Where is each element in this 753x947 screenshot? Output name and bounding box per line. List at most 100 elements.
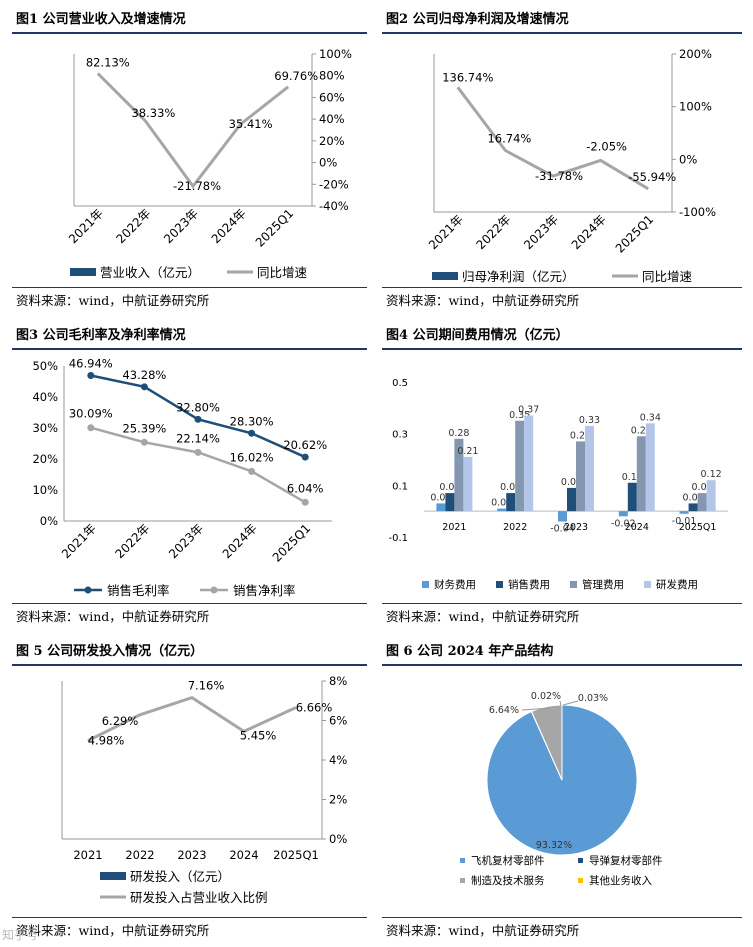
pie-slice	[530, 704, 563, 781]
data-label: 6.04%	[287, 481, 324, 495]
y-tick-label-left: 0.00	[42, 34, 68, 37]
data-label: 0.35	[509, 410, 530, 421]
y-tick-label-left: 1.40	[402, 34, 428, 37]
y-tick-label-right: 20%	[319, 134, 345, 148]
data-label: 93.32%	[536, 840, 572, 851]
y-tick-label-right: 4%	[329, 753, 347, 767]
y-tick-label-right: 100%	[679, 100, 712, 114]
rd-chart: 0.000.100.200.300.40 0% 2% 4% 6% 8% 4.98% 6.29%…	[30, 666, 347, 905]
legend-swatch	[496, 581, 503, 588]
data-label: 6.64%	[489, 705, 519, 716]
data-label: 0.03	[683, 492, 704, 503]
y-tick-label-left: 0.40	[402, 34, 428, 37]
data-label: -2.05%	[586, 139, 627, 153]
y-tick-label-right: 0%	[329, 832, 347, 846]
data-label: 0.11	[622, 472, 643, 483]
x-tick-label: 2024年	[209, 206, 249, 246]
source-note: 资料来源：wind，中航证券研究所	[386, 609, 580, 624]
y-tick-label: 30%	[32, 421, 58, 435]
x-tick-label: 2024年	[569, 212, 609, 252]
panel-margins: 图3 公司毛利率及净利率情况 0% 10% 20% 30% 40% 50% 46.94% 43…	[12, 322, 367, 627]
y-tick-label-right: 40%	[319, 112, 345, 126]
y-tick-label-left: 1.00	[402, 34, 428, 37]
legend-swatch	[422, 581, 429, 588]
data-label: 82.13%	[86, 55, 130, 69]
leader-line	[521, 707, 551, 711]
y-tick-label: 50%	[32, 359, 58, 373]
data-label: -0.04	[550, 524, 575, 535]
x-tick-label: 2022年	[114, 206, 154, 246]
title-rule	[12, 348, 367, 350]
data-label: 0.09	[561, 477, 582, 488]
y-tick-label-left: 4.00	[42, 34, 68, 37]
y-tick-label: 10%	[32, 483, 58, 497]
data-label: 7.16%	[188, 679, 225, 693]
legend-label: 营业收入（亿元）	[100, 265, 200, 280]
panel-net-profit: 图2 公司归母净利润及增速情况 0.000.200.400.600.801.00…	[382, 6, 742, 311]
data-label: 0.07	[439, 482, 460, 493]
y-tick-label-left: 3.00	[42, 34, 68, 37]
data-label: 0.02%	[531, 691, 561, 702]
bar	[576, 441, 585, 512]
bar	[558, 511, 567, 522]
y-tick-label-left: 0.80	[402, 34, 428, 37]
product-pie-chart: 93.32% 6.64% 0.02% 0.03% 飞机复材零部件 导弹复材零部件制造及技术…	[460, 691, 663, 887]
legend-label: 飞机复材零部件	[471, 854, 545, 867]
y-tick-label-left: 0.10	[30, 666, 56, 669]
x-tick-label: 2025Q1	[613, 212, 657, 256]
y-tick-label: 0.3	[392, 430, 408, 441]
data-label: 25.39%	[122, 421, 166, 435]
x-tick-label: 2021年	[426, 212, 466, 252]
y-tick-label-left: 1.00	[42, 34, 68, 37]
source-note: 资料来源：wind，中航证券研究所	[386, 923, 580, 938]
title-rule	[382, 664, 742, 666]
y-tick-label: 40%	[32, 390, 58, 404]
bar	[436, 503, 446, 512]
legend-label: 研发费用	[656, 578, 698, 591]
legend-label: 同比增速	[257, 265, 308, 280]
y-tick-label-left: 7.00	[42, 34, 68, 37]
data-label: 0.07	[692, 482, 713, 493]
data-label: 30.09%	[69, 407, 113, 421]
panel-rd: 图 5 公司研发投入情况（亿元） 0.000.100.200.300.40 0% 2…	[12, 638, 367, 943]
legend-marker	[210, 586, 218, 594]
source-rule	[12, 603, 367, 604]
data-label: 6.29%	[102, 714, 139, 728]
data-label: 0.37	[518, 405, 539, 416]
data-label: 0.27	[570, 430, 591, 441]
legend-marker	[84, 586, 92, 594]
y-tick-label-right: 6%	[329, 714, 347, 728]
data-label: 0.33	[579, 415, 600, 426]
x-tick-label: 2025Q1	[273, 848, 319, 862]
bar	[497, 508, 507, 512]
bar	[515, 420, 525, 512]
data-label: 20.62%	[283, 438, 327, 452]
y-tick-label: 0.1	[392, 481, 408, 492]
point	[301, 498, 309, 506]
point	[248, 467, 256, 475]
legend-swatch-bar	[432, 272, 458, 280]
legend-label: 销售毛利率	[107, 583, 170, 598]
x-tick-label: 2022	[125, 848, 154, 862]
y-tick-label-right: 8%	[329, 674, 347, 688]
y-tick-label-left: 0.20	[402, 34, 428, 37]
bar	[454, 438, 464, 512]
bar	[567, 487, 576, 512]
data-label: 136.74%	[442, 70, 493, 84]
legend-label: 同比增速	[642, 269, 693, 284]
legend-label: 其他业务收入	[589, 874, 652, 887]
data-label: 0.03%	[578, 693, 608, 704]
data-label: 69.76%	[274, 69, 318, 83]
y-tick-label-right: -100%	[679, 205, 716, 219]
y-tick-label-right: 200%	[679, 47, 712, 61]
data-label: -0.02	[611, 518, 636, 529]
data-label: 0.28	[448, 428, 469, 439]
legend-label: 销售净利率	[233, 583, 296, 598]
y-tick-label-left: 0.00	[30, 666, 56, 669]
title-rule	[382, 32, 742, 34]
x-tick-label: 2023年	[166, 521, 206, 561]
legend-swatch	[644, 581, 651, 588]
panel-title: 图1 公司营业收入及增速情况	[16, 12, 186, 27]
data-label: 43.28%	[122, 368, 166, 382]
y-tick-label-left: 0.00	[402, 34, 428, 37]
